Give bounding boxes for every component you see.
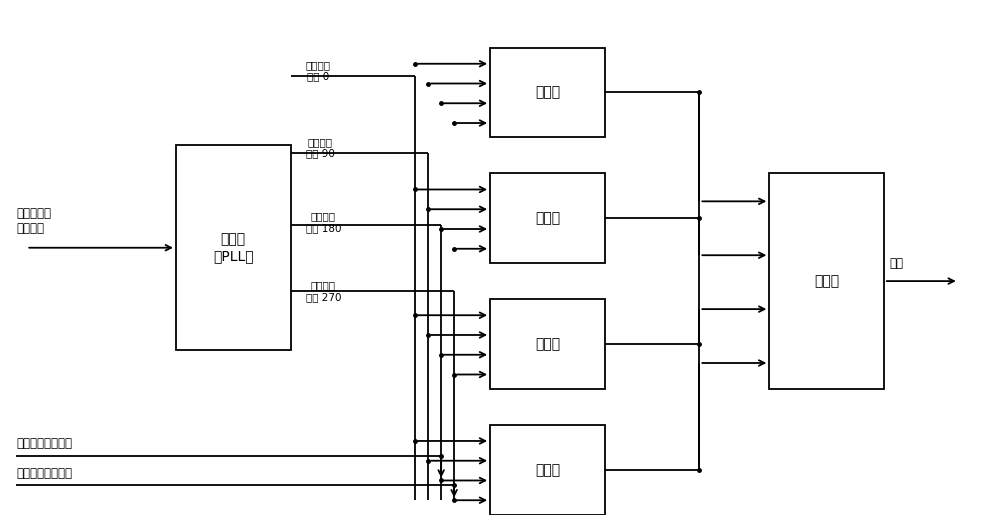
- Text: 计数器: 计数器: [535, 463, 560, 477]
- Text: 输出: 输出: [889, 257, 903, 270]
- Text: 锁相环
（PLL）: 锁相环 （PLL）: [213, 233, 254, 263]
- Text: 高频时钟
相位 270: 高频时钟 相位 270: [306, 281, 341, 302]
- Text: 高频时钟
相位 0: 高频时钟 相位 0: [306, 60, 331, 82]
- Text: 高频时钟
相位 90: 高频时钟 相位 90: [306, 137, 334, 158]
- Bar: [490, 173, 605, 263]
- Text: 板上晶振的
时钟信号: 板上晶振的 时钟信号: [16, 207, 51, 235]
- Bar: [769, 173, 884, 389]
- Text: 计时开始脉冲信号: 计时开始脉冲信号: [16, 438, 72, 450]
- Text: 计数器: 计数器: [535, 337, 560, 351]
- Bar: [490, 425, 605, 514]
- Text: 高频时钟
相位 180: 高频时钟 相位 180: [306, 211, 341, 233]
- Bar: [490, 47, 605, 137]
- Text: 加法器: 加法器: [814, 274, 839, 288]
- Bar: [490, 299, 605, 389]
- Text: 计数器: 计数器: [535, 211, 560, 225]
- Text: 计数器: 计数器: [535, 86, 560, 100]
- Text: 计时停止脉冲信号: 计时停止脉冲信号: [16, 466, 72, 480]
- Bar: [176, 145, 291, 350]
